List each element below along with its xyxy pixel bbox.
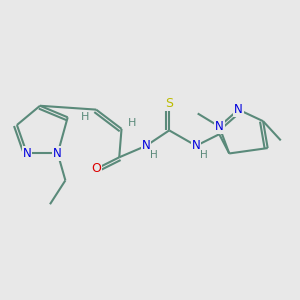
Text: N: N [142,139,151,152]
Text: O: O [91,162,101,175]
Text: H: H [150,150,158,160]
Text: S: S [165,97,173,110]
Text: N: N [53,147,62,160]
Text: N: N [192,139,200,152]
Text: H: H [81,112,90,122]
Text: N: N [215,120,224,133]
Text: H: H [200,150,208,160]
Text: N: N [22,147,31,160]
Text: H: H [128,118,136,128]
Text: N: N [234,103,243,116]
